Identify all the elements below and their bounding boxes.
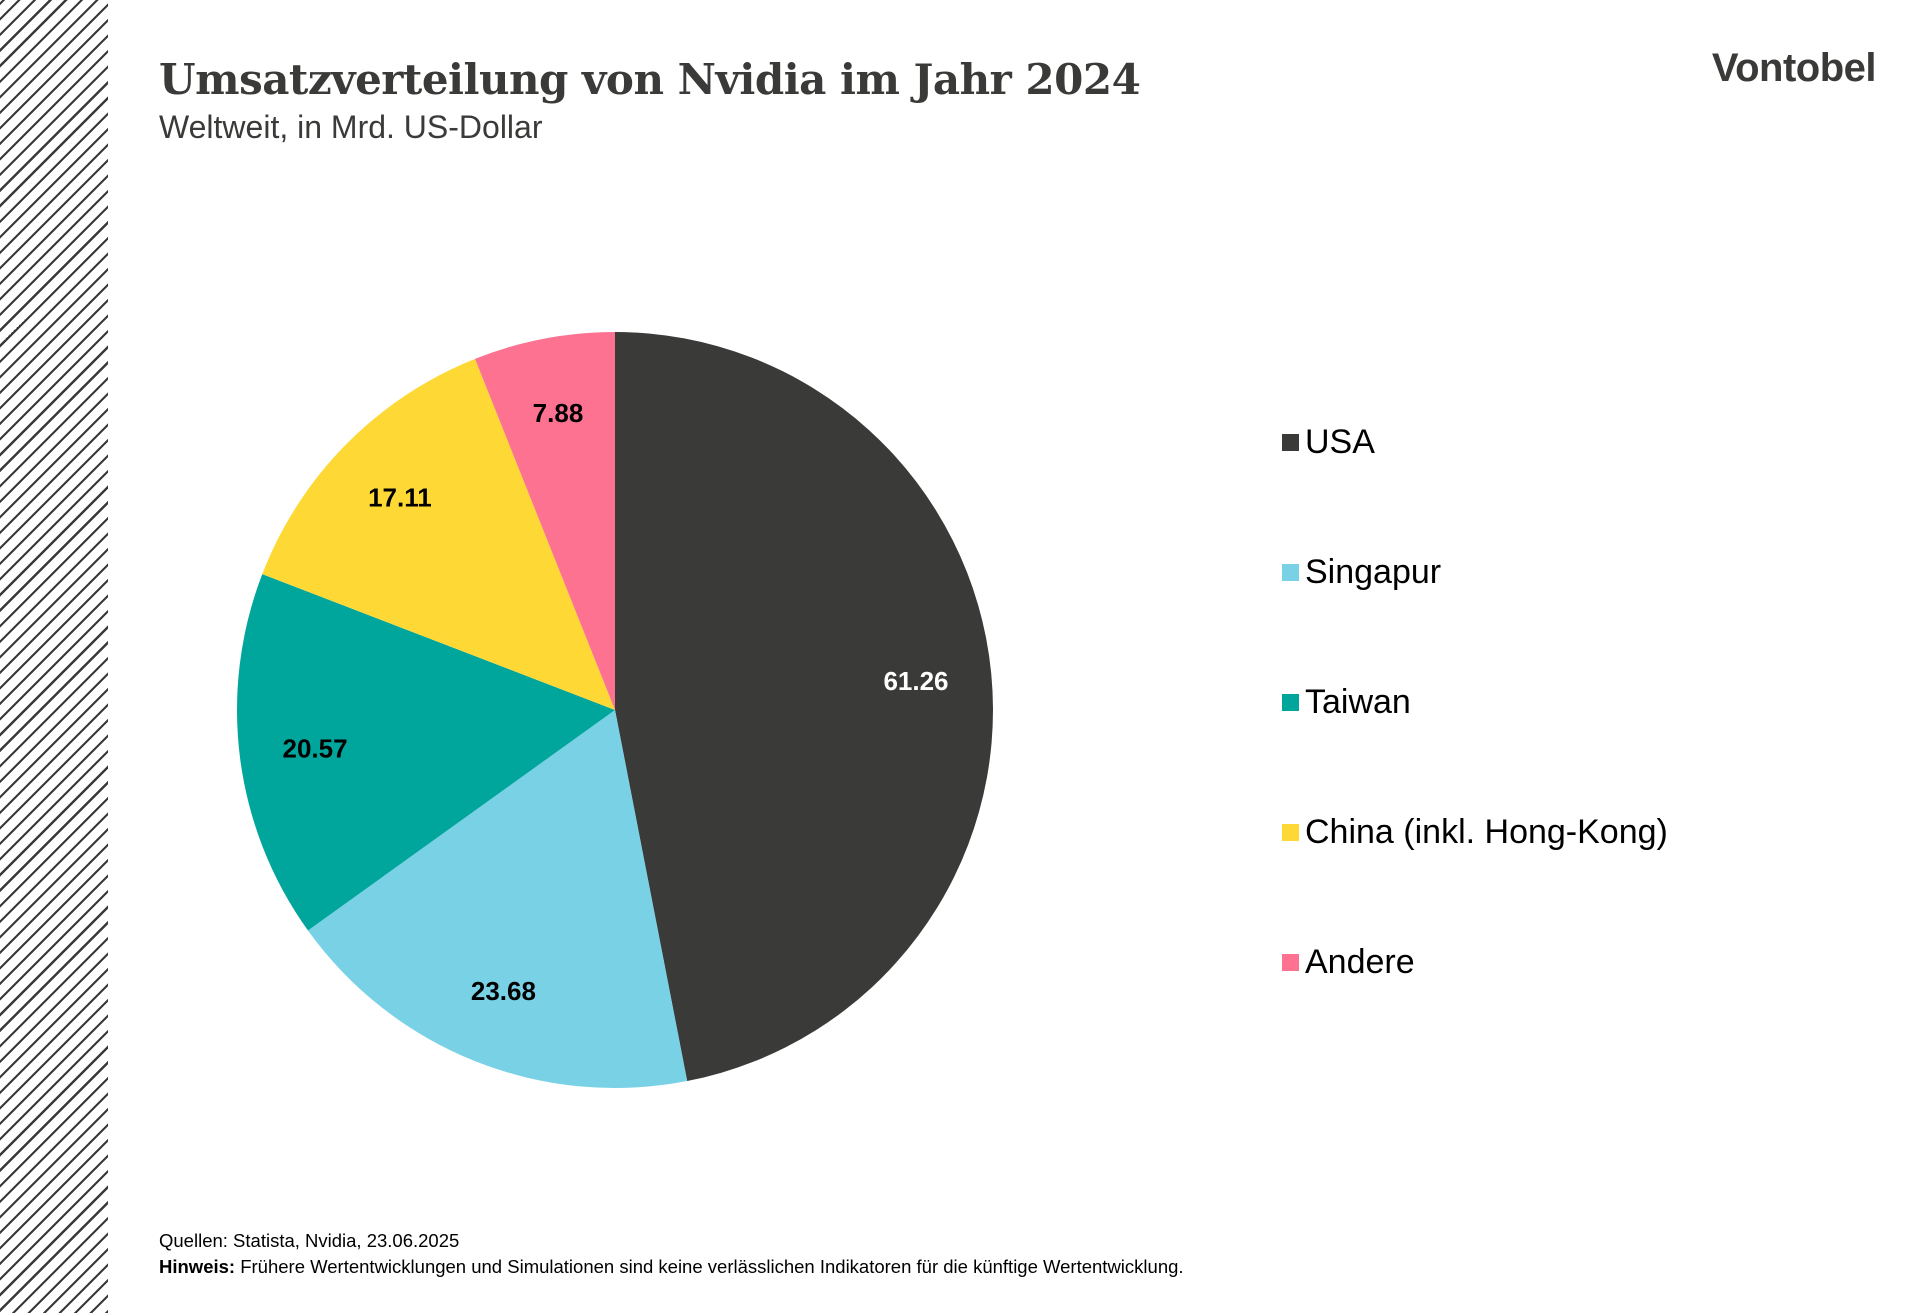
legend-item-andere: Andere: [1282, 934, 1668, 990]
footer-note-label: Hinweis:: [159, 1256, 236, 1277]
legend-label-andere: Andere: [1305, 943, 1415, 981]
legend-item-singapur: Singapur: [1282, 544, 1668, 600]
legend-label-china-inkl-hong-kong: China (inkl. Hong-Kong): [1305, 813, 1668, 851]
legend-item-taiwan: Taiwan: [1282, 674, 1668, 730]
chart-legend: USA Singapur Taiwan China (inkl. Hong-Kong)…: [1282, 414, 1668, 1064]
legend-item-china-inkl-hong-kong: China (inkl. Hong-Kong): [1282, 804, 1668, 860]
pie-slice-andere: [475, 332, 615, 710]
data-label-singapur: 23.68: [471, 976, 536, 1006]
legend-swatch-china-inkl-hong-kong: [1282, 823, 1299, 841]
legend-label-singapur: Singapur: [1305, 553, 1442, 591]
chart-title: Umsatzverteilung von Nvidia im Jahr 2024: [159, 55, 1141, 104]
pie-slice-usa: [615, 332, 993, 1082]
vontobel-logo: Vontobel: [1711, 46, 1877, 90]
footer: Quellen: Statista, Nvidia, 23.06.2025 Hi…: [159, 1228, 1184, 1280]
footer-note: Hinweis: Frühere Wertentwicklungen und S…: [159, 1254, 1184, 1280]
legend-swatch-andere: [1282, 953, 1299, 971]
footer-sources: Quellen: Statista, Nvidia, 23.06.2025: [159, 1230, 460, 1251]
pie-slice-singapur: [307, 710, 688, 1088]
footer-note-text: Frühere Wertentwicklungen und Simulation…: [240, 1256, 1184, 1277]
legend-swatch-usa: [1282, 433, 1299, 451]
legend-swatch-taiwan: [1282, 693, 1299, 711]
hatched-side-band: [0, 0, 108, 1313]
chart-subtitle: Weltweit, in Mrd. US-Dollar: [159, 109, 543, 145]
legend-label-taiwan: Taiwan: [1305, 683, 1411, 721]
data-label-taiwan: 20.57: [283, 733, 348, 763]
pie-slice-taiwan: [237, 574, 615, 931]
legend-item-usa: USA: [1282, 414, 1668, 470]
data-label-china-inkl-hong-kong: 17.11: [368, 482, 432, 512]
pie-slice-china-inkl-hong-kong: [262, 358, 615, 710]
legend-label-usa: USA: [1305, 423, 1375, 461]
data-label-usa: 61.26: [883, 666, 948, 696]
legend-swatch-singapur: [1282, 563, 1299, 581]
data-label-andere: 7.88: [533, 398, 584, 428]
